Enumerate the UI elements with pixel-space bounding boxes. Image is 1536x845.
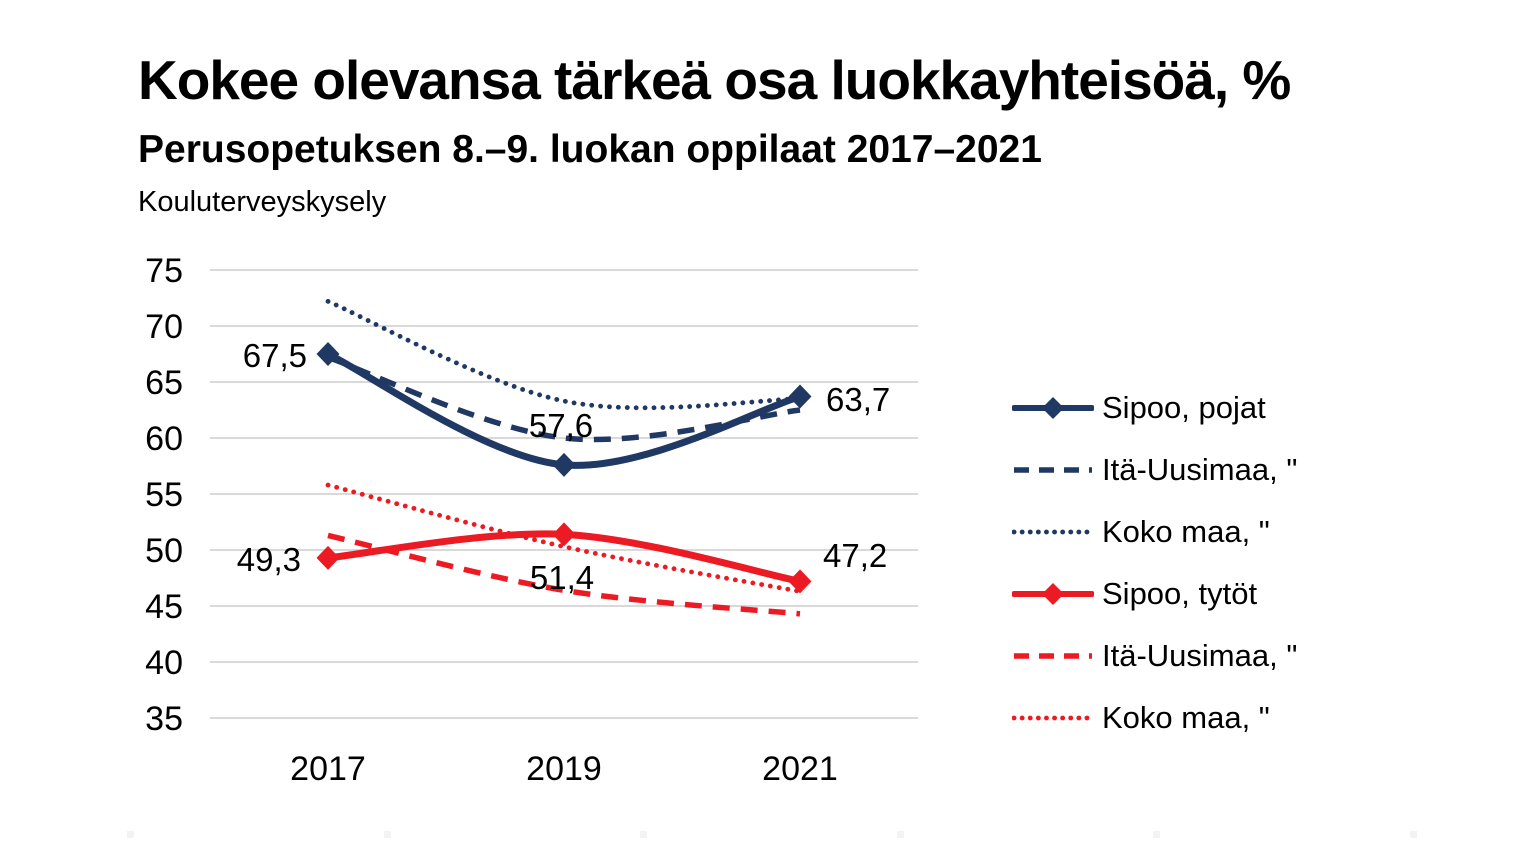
- y-axis-tick-label-40: 40: [145, 644, 183, 682]
- legend-label: Koko maa, ": [1102, 514, 1270, 549]
- data-label-sipoo-pojat-2019: 57,6: [529, 407, 593, 444]
- legend-dotted-line-sample-icon: [1012, 529, 1094, 535]
- footer-tick-mark: [640, 831, 647, 838]
- footer-tick-mark: [384, 831, 391, 838]
- chart-legend: Sipoo, pojat Itä-Uusimaa, " Koko maa, " Sip…: [1012, 377, 1297, 749]
- x-axis-tick-label-2019: 2019: [526, 750, 602, 788]
- data-point-marker-sipoo-tyt-t-2021: [788, 569, 812, 594]
- y-axis-tick-label-70: 70: [145, 308, 183, 346]
- footer-tick-mark: [1410, 831, 1417, 838]
- legend-item-sipoo-tyt-t-solid: Sipoo, tytöt: [1012, 563, 1297, 625]
- legend-item-koko-maa-dotted: Koko maa, ": [1012, 501, 1297, 563]
- chart-title: Kokee olevansa tärkeä osa luokkayhteisöä…: [138, 49, 1291, 111]
- data-point-marker-sipoo-pojat-2017: [316, 342, 340, 366]
- y-axis-tick-label-35: 35: [145, 700, 183, 738]
- y-axis-tick-label-45: 45: [145, 588, 183, 626]
- legend-label: Sipoo, tytöt: [1102, 576, 1258, 611]
- legend-solid-line-sample-icon: [1012, 583, 1094, 605]
- footer-tick-mark: [127, 831, 134, 838]
- legend-item-sipoo-pojat-solid: Sipoo, pojat: [1012, 377, 1297, 439]
- series-line-dotted-koko-maa: [325, 482, 803, 594]
- legend-diamond-marker-icon: [1042, 583, 1064, 605]
- chart-subtitle: Perusopetuksen 8.–9. luokan oppilaat 201…: [138, 128, 1042, 171]
- data-label-sipoo-pojat-2021: 63,7: [826, 381, 890, 418]
- legend-label: Koko maa, ": [1102, 700, 1270, 735]
- y-axis-tick-label-55: 55: [145, 476, 183, 514]
- data-point-marker-sipoo-pojat-2019: [552, 452, 576, 477]
- footer-tick-mark: [897, 831, 904, 838]
- legend-label: Itä-Uusimaa, ": [1102, 452, 1298, 487]
- x-axis-tick-label-2017: 2017: [290, 750, 366, 788]
- legend-item-it-uusimaa-dashed: Itä-Uusimaa, ": [1012, 625, 1297, 687]
- legend-item-koko-maa-dotted: Koko maa, ": [1012, 687, 1297, 749]
- data-label-sipoo-tyt-t-2019: 51,4: [530, 559, 594, 596]
- footer-tick-mark: [1153, 831, 1160, 838]
- series-line-dotted-koko-maa: [325, 298, 803, 411]
- legend-label: Itä-Uusimaa, ": [1102, 638, 1298, 673]
- data-point-marker-sipoo-tyt-t-2017: [316, 545, 340, 570]
- legend-diamond-marker-icon: [1042, 397, 1064, 419]
- x-axis-tick-label-2021: 2021: [762, 750, 838, 788]
- y-axis-tick-label-60: 60: [145, 420, 183, 458]
- legend-dashed-line-sample-icon: [1014, 467, 1092, 473]
- y-axis-tick-label-50: 50: [145, 532, 183, 570]
- y-axis-tick-label-75: 75: [145, 252, 183, 290]
- data-label-sipoo-tyt-t-2021: 47,2: [823, 537, 887, 574]
- data-label-sipoo-pojat-2017: 67,5: [243, 337, 307, 374]
- legend-label: Sipoo, pojat: [1102, 390, 1266, 425]
- y-axis-tick-label-65: 65: [145, 364, 183, 402]
- data-point-marker-sipoo-pojat-2021: [788, 384, 812, 409]
- legend-dashed-line-sample-icon: [1014, 653, 1092, 659]
- data-point-marker-sipoo-tyt-t-2019: [552, 522, 576, 547]
- legend-solid-line-sample-icon: [1012, 397, 1094, 419]
- legend-dotted-line-sample-icon: [1012, 715, 1094, 721]
- chart-source-label: Kouluterveyskysely: [138, 186, 387, 218]
- legend-item-it-uusimaa-dashed: Itä-Uusimaa, ": [1012, 439, 1297, 501]
- data-label-sipoo-tyt-t-2017: 49,3: [237, 541, 301, 578]
